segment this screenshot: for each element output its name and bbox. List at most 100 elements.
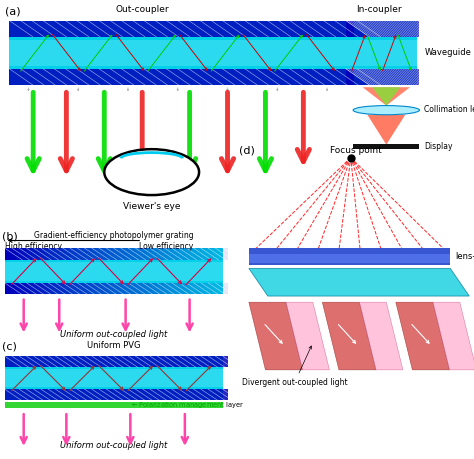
Bar [125, 283, 130, 295]
Bar [371, 69, 373, 85]
Bar [110, 21, 119, 37]
Bar [157, 283, 163, 295]
Bar [329, 69, 337, 85]
Bar [146, 389, 152, 400]
Bar [18, 69, 26, 85]
Bar [279, 69, 287, 85]
Bar [195, 248, 201, 260]
Bar [75, 356, 81, 367]
Bar [367, 21, 369, 37]
Bar [217, 389, 223, 400]
Bar [329, 21, 337, 37]
Bar [346, 69, 355, 85]
Bar [81, 356, 86, 367]
Bar [130, 356, 136, 367]
Bar [217, 356, 223, 367]
Bar [398, 21, 399, 37]
Bar [43, 248, 48, 260]
Bar [237, 21, 245, 37]
Bar [220, 69, 228, 85]
Bar [119, 248, 125, 260]
Bar [152, 389, 157, 400]
Bar [201, 248, 206, 260]
Bar [378, 69, 380, 85]
Bar [312, 69, 321, 85]
Text: Low efficiency: Low efficiency [139, 241, 193, 251]
Bar [141, 248, 146, 260]
Bar [32, 356, 37, 367]
Bar [380, 21, 382, 37]
Text: High efficiency: High efficiency [5, 241, 62, 251]
Bar [195, 389, 201, 400]
Bar [410, 21, 412, 37]
Bar [351, 69, 353, 85]
Bar [382, 69, 383, 85]
Bar [98, 356, 103, 367]
Bar [396, 69, 398, 85]
Bar [270, 69, 279, 85]
Bar [168, 389, 173, 400]
Bar [16, 283, 21, 295]
Bar [5, 403, 223, 408]
Bar [27, 283, 32, 295]
Bar [358, 69, 360, 85]
Bar [81, 248, 86, 260]
Bar [114, 356, 119, 367]
Bar [37, 389, 43, 400]
Bar [203, 69, 211, 85]
Bar [220, 21, 228, 37]
Bar [108, 389, 114, 400]
Bar [136, 21, 144, 37]
Bar [169, 69, 178, 85]
Bar [374, 21, 376, 37]
Bar [360, 21, 362, 37]
Bar [16, 389, 21, 400]
Text: Viewer's eye: Viewer's eye [123, 202, 181, 211]
Bar [136, 69, 144, 85]
Bar [5, 356, 10, 367]
Bar [212, 356, 217, 367]
Bar [348, 69, 349, 85]
Polygon shape [322, 302, 376, 370]
Bar [392, 69, 394, 85]
Bar [373, 69, 374, 85]
Bar [337, 21, 346, 37]
Bar [60, 21, 68, 37]
Bar [179, 356, 184, 367]
Bar [185, 389, 190, 400]
Bar [287, 21, 296, 37]
Bar [68, 69, 77, 85]
Bar [369, 69, 371, 85]
Bar [387, 69, 389, 85]
Bar [223, 248, 228, 260]
Bar [161, 69, 169, 85]
Bar [103, 283, 108, 295]
Bar [408, 69, 410, 85]
Bar [206, 248, 212, 260]
Bar [48, 248, 54, 260]
Bar [103, 356, 108, 367]
Bar [5, 248, 10, 260]
Bar [21, 389, 27, 400]
Bar [37, 248, 43, 260]
Bar [223, 389, 228, 400]
Bar [417, 21, 419, 37]
Bar [43, 69, 52, 85]
Bar [403, 69, 405, 85]
Polygon shape [249, 302, 302, 370]
Bar [146, 356, 152, 367]
Bar [405, 69, 406, 85]
Bar [5, 248, 223, 295]
Bar [410, 69, 412, 85]
Bar [5, 389, 10, 400]
Bar [21, 356, 27, 367]
Bar [371, 21, 373, 37]
Bar [346, 21, 417, 85]
Bar [157, 389, 163, 400]
Bar [346, 21, 348, 37]
Bar [60, 69, 68, 85]
Bar [374, 69, 376, 85]
Bar [364, 69, 365, 85]
Bar [163, 283, 168, 295]
Bar [392, 21, 394, 37]
